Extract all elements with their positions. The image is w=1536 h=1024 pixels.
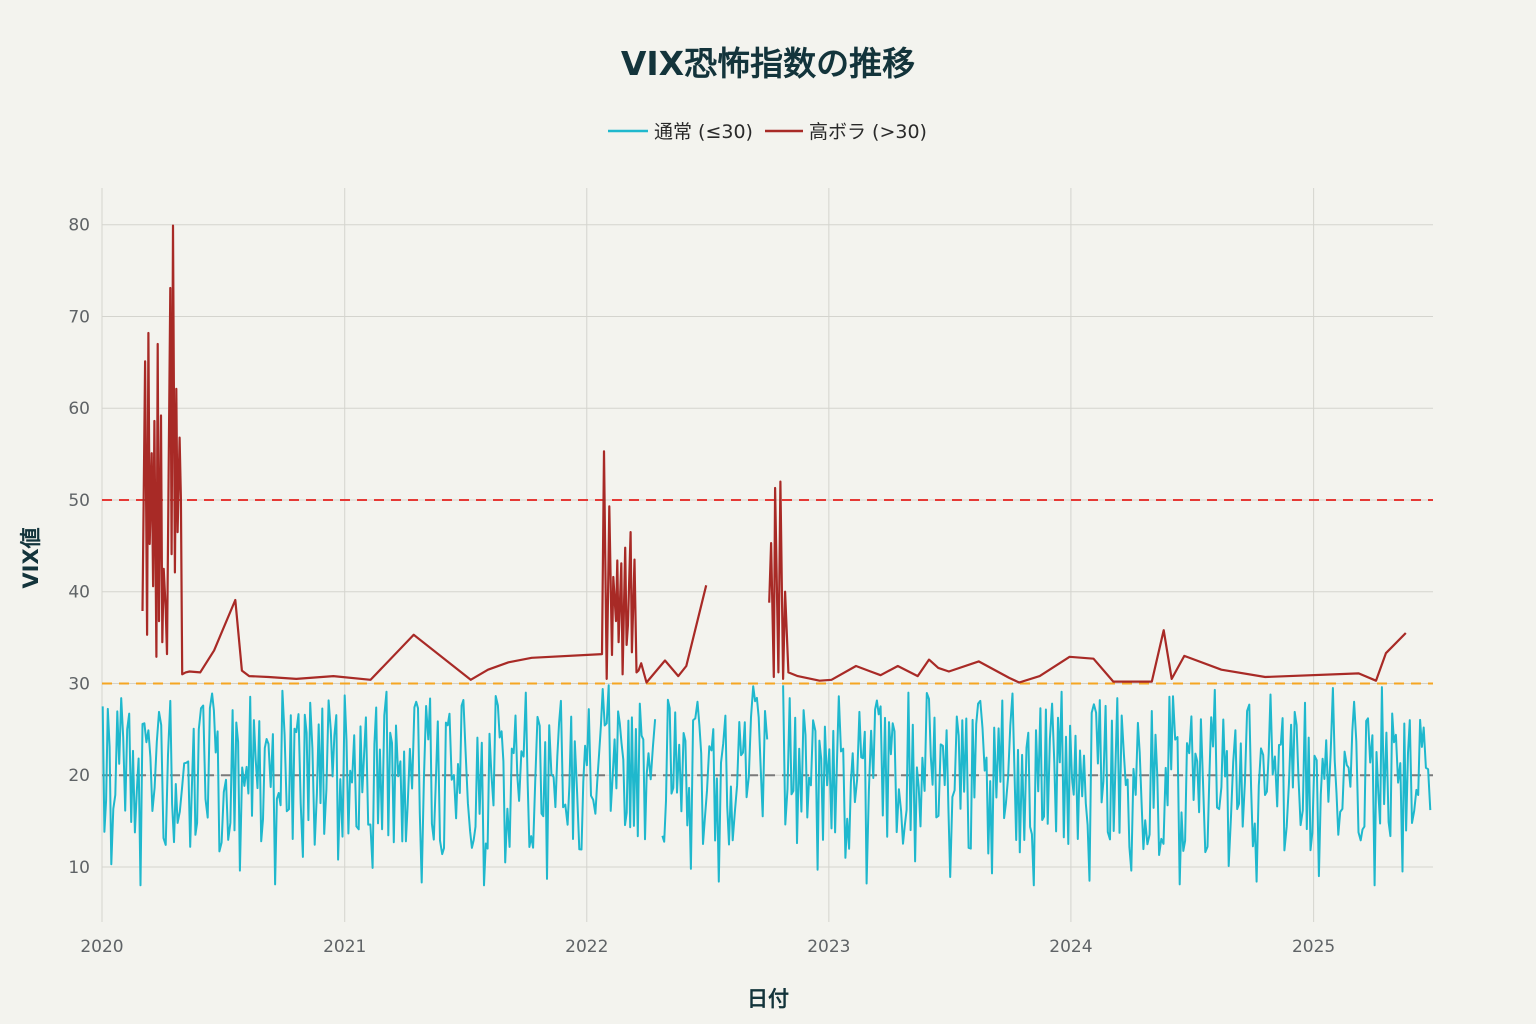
y-tick-label: 30 — [68, 674, 90, 694]
y-tick-label: 10 — [68, 858, 90, 878]
x-tick-label: 2022 — [565, 937, 608, 957]
data-series — [101, 224, 1432, 887]
y-tick-label: 50 — [68, 491, 90, 511]
legend-label-high-vol: 高ボラ (>30) — [809, 121, 927, 143]
y-tick-label: 80 — [68, 216, 90, 236]
legend-label-normal: 通常 (≤30) — [654, 121, 753, 143]
y-tick-label: 70 — [68, 307, 90, 327]
x-tick-label: 2025 — [1292, 937, 1335, 957]
series-line-normal — [101, 684, 657, 887]
chart-title: VIX恐怖指数の推移 — [621, 44, 915, 83]
legend: 通常 (≤30) 高ボラ (>30) — [608, 121, 927, 143]
series-line-normal — [782, 685, 1432, 887]
y-tick-label: 20 — [68, 766, 90, 786]
x-axis-title: 日付 — [747, 987, 789, 1011]
x-tick-label: 2021 — [323, 937, 366, 957]
x-tick-labels: 2020 2021 2022 2023 2024 2025 — [80, 937, 1335, 957]
series-line-high-vol — [768, 480, 1407, 684]
x-tick-label: 2023 — [807, 937, 850, 957]
y-tick-label: 60 — [68, 399, 90, 419]
y-tick-labels: 10 20 30 40 50 60 70 80 — [68, 216, 90, 878]
x-tick-label: 2020 — [80, 937, 123, 957]
legend-item-normal[interactable]: 通常 (≤30) — [608, 121, 753, 143]
x-tick-label: 2024 — [1049, 937, 1092, 957]
y-tick-label: 40 — [68, 583, 90, 603]
series-line-normal — [661, 685, 769, 883]
series-line-high-vol — [141, 224, 708, 684]
legend-item-high-vol[interactable]: 高ボラ (>30) — [765, 121, 927, 143]
y-axis-title: VIX値 — [19, 527, 43, 588]
